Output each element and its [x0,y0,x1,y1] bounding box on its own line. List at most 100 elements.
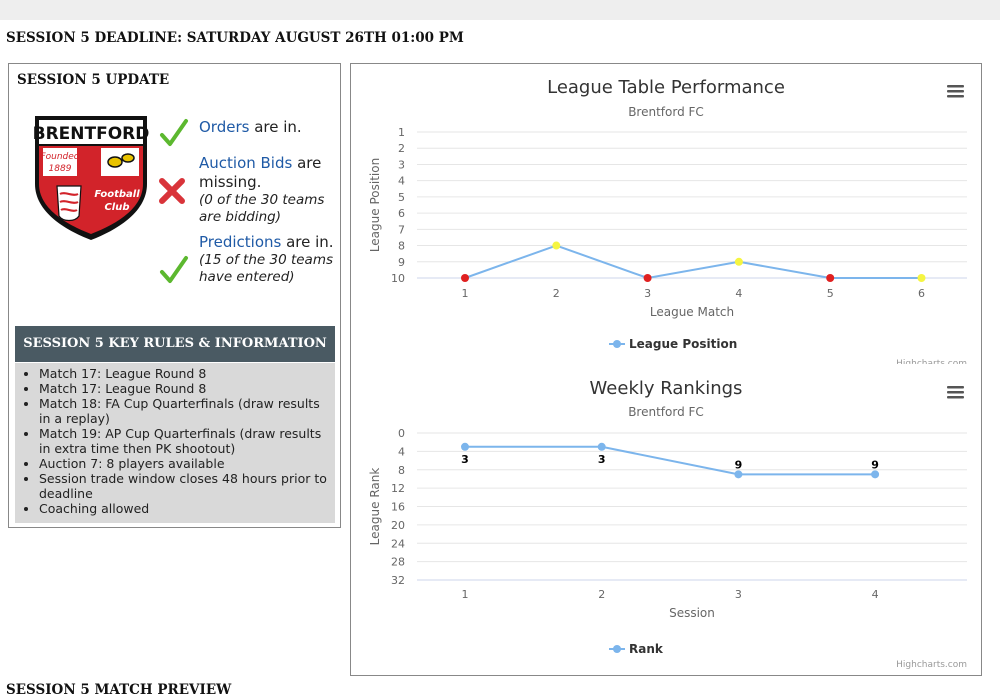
y-tick-label: 5 [398,191,405,204]
menu-icon-bar [947,386,964,389]
cross-icon [159,178,185,204]
crest-founded-year: 1889 [49,164,72,174]
y-tick-label: 28 [391,556,405,569]
auction-bids-status-text: are missing. [199,154,322,191]
data-point [871,470,880,479]
x-axis-label: Session [669,606,715,620]
chart-menu-icon[interactable] [943,81,968,101]
top-bar [0,0,1000,20]
y-tick-label: 8 [398,464,405,477]
data-point [461,274,469,282]
rule-item: Match 17: League Round 8 [39,381,329,396]
data-label: 3 [598,453,606,466]
x-tick-label: 3 [644,287,651,300]
series-line [464,244,922,280]
team-logo: BRENTFORD Founded 1889 Football Club [33,116,150,240]
bee-icon [107,156,123,168]
league-table-performance-chart: League Table Performance Brentford FC 1 2 3 4… [368,77,968,364]
auction-bids-link[interactable]: Auction Bids [199,154,293,172]
orders-status-text: are in. [249,118,302,136]
x-axis-label: League Match [650,305,734,319]
x-tick-label: 2 [598,588,605,601]
crest-club-line1: Football [94,189,140,200]
x-tick-label: 6 [918,287,925,300]
legend-marker [613,645,621,653]
crest-waves-icon [59,192,79,212]
y-tick-label: 4 [398,175,405,188]
chart-credits: Highcharts.com [896,660,967,670]
y-tick-label: 9 [398,256,405,269]
rule-item: Match 18: FA Cup Quarterfinals (draw res… [39,396,329,426]
data-label: 9 [735,458,743,471]
chart-menu-icon[interactable] [943,382,968,402]
session-deadline: SESSION 5 DEADLINE: SATURDAY AUGUST 26TH… [6,30,464,46]
data-point [461,442,469,451]
y-tick-label: 8 [398,240,405,253]
predictions-status-text: are in. [281,233,334,251]
x-tick-label: 1 [462,588,469,601]
data-label: 9 [871,458,879,471]
menu-icon-bar [947,391,964,394]
data-point [734,257,743,266]
y-tick-label: 0 [398,427,405,440]
data-point [643,274,652,282]
y-axis-label: League Position [368,158,382,252]
auction-bids-detail: (0 of the 30 teams are bidding) [199,192,325,225]
y-tick-label: 32 [391,574,405,587]
y-tick-label: 7 [398,223,405,236]
chart-title: League Table Performance [547,77,785,98]
data-point [917,274,926,282]
crest-club-line2: Club [104,202,129,213]
charts-panel: League Table Performance Brentford FC 1 2 3 4… [350,63,982,676]
legend-item[interactable]: League Position [629,337,737,351]
y-tick-label: 6 [398,207,405,220]
rule-item: Coaching allowed [39,501,329,516]
y-tick-label: 16 [391,501,405,514]
x-tick-label: 4 [735,287,742,300]
orders-link[interactable]: Orders [199,118,250,136]
y-tick-label: 4 [398,445,405,458]
data-label: 3 [461,453,469,466]
menu-icon-bar [947,90,964,93]
y-tick-label: 20 [391,519,405,532]
y-tick-label: 24 [391,537,405,550]
series-line [465,445,876,476]
y-tick-label: 3 [398,158,405,171]
data-point [734,470,743,479]
x-tick-label: 4 [872,588,879,601]
rule-item: Auction 7: 8 players available [39,456,329,471]
y-tick-label: 2 [398,142,405,155]
data-point [826,274,835,282]
x-tick-label: 2 [553,287,560,300]
crest-founded-label: Founded [40,152,79,162]
match-preview-title: SESSION 5 MATCH PREVIEW [6,682,232,698]
y-tick-label: 10 [391,272,405,285]
menu-icon-bar [947,85,964,88]
crest-banner [39,120,143,144]
data-point [552,241,561,250]
chart-title: Weekly Rankings [590,378,743,399]
chart-credits: Highcharts.com [896,359,967,364]
y-tick-label: 1 [398,126,405,139]
session-update-title: SESSION 5 UPDATE [17,72,170,88]
key-rules-header: SESSION 5 KEY RULES & INFORMATION [15,326,335,362]
check-icon [160,119,188,146]
crest-team-name: BRENTFORD [33,124,150,144]
crest-founded-panel [43,148,77,176]
x-tick-label: 5 [827,287,834,300]
predictions-link[interactable]: Predictions [199,233,282,251]
legend-marker [613,340,621,348]
legend-item[interactable]: Rank [629,642,664,656]
bee-icon [121,153,135,163]
rule-item: Match 17: League Round 8 [39,366,329,381]
session-update-panel: SESSION 5 UPDATE BRENTFORD Founded 1889 … [8,63,341,528]
menu-icon-bar [947,95,964,98]
predictions-detail: (15 of the 30 teams have entered) [199,252,334,285]
rule-item: Session trade window closes 48 hours pri… [39,471,329,501]
y-tick-label: 12 [391,482,405,495]
chart-subtitle: Brentford FC [628,405,704,419]
chart-subtitle: Brentford FC [628,105,704,119]
menu-icon-bar [947,396,964,399]
key-rules-list: Match 17: League Round 8 Match 17: Leagu… [15,363,335,523]
